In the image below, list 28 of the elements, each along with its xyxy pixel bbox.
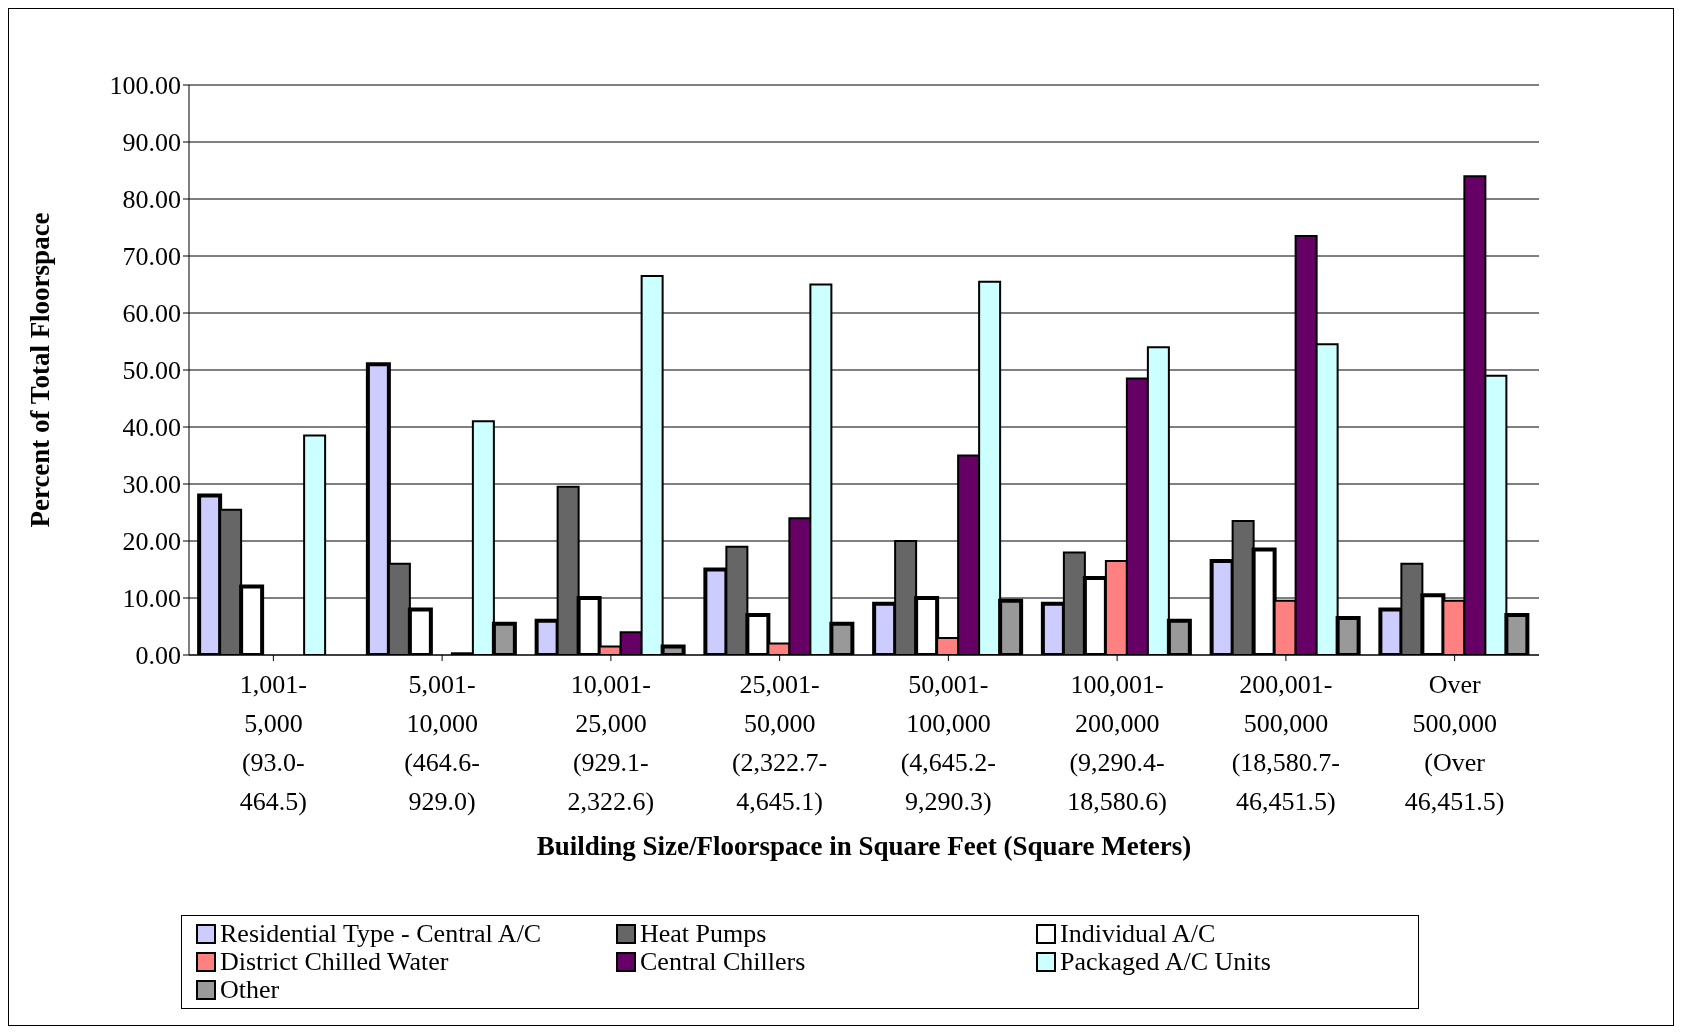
- x-axis-title: Building Size/Floorspace in Square Feet (Square Meters): [536, 831, 1192, 861]
- y-tick-label: 90.00: [122, 128, 181, 158]
- legend-label: Packaged A/C Units: [1060, 947, 1271, 976]
- y-tick-label: 50.00: [122, 356, 181, 386]
- legend-label: Residential Type - Central A/C: [220, 919, 542, 948]
- legend-label: Individual A/C: [1060, 919, 1216, 948]
- x-tick-label: Over 500,000 (Over 46,451.5): [1404, 670, 1505, 816]
- y-tick-label: 30.00: [122, 470, 181, 500]
- x-tick-label: 10,001- 25,000 (929.1- 2,322.6): [567, 670, 655, 816]
- y-tick-label: 0.00: [135, 641, 181, 671]
- legend-label: Central Chillers: [640, 947, 806, 976]
- y-tick-label: 80.00: [122, 185, 181, 215]
- y-tick-label: 60.00: [122, 299, 181, 329]
- y-tick-label: 20.00: [122, 527, 181, 557]
- x-tick-label: 100,001- 200,000 (9,290.4- 18,580.6): [1067, 670, 1167, 816]
- y-tick-label: 70.00: [122, 242, 181, 272]
- legend-label: Other: [220, 975, 280, 1004]
- y-tick-label: 100.00: [109, 71, 181, 101]
- x-tick-label: 1,001- 5,000 (93.0- 464.5): [239, 670, 307, 816]
- legend-label: Heat Pumps: [640, 919, 767, 948]
- x-tick-label: 200,001- 500,000 (18,580.7- 46,451.5): [1231, 670, 1341, 816]
- x-tick-label: 5,001- 10,000 (464.6- 929.0): [404, 670, 481, 816]
- legend-label: District Chilled Water: [220, 947, 449, 976]
- y-axis-title: Percent of Total Floorspace: [24, 212, 55, 528]
- x-tick-label: 50,001- 100,000 (4,645.2- 9,290.3): [900, 670, 997, 816]
- x-tick-label: 25,001- 50,000 (2,322.7- 4,645.1): [731, 670, 828, 816]
- y-tick-label: 40.00: [122, 413, 181, 443]
- y-tick-label: 10.00: [122, 584, 181, 614]
